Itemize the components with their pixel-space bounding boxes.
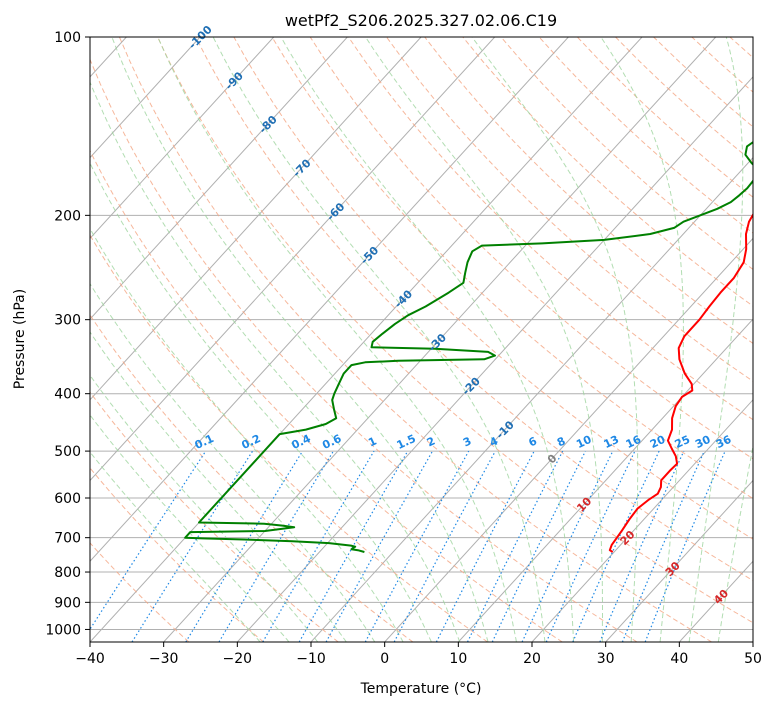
plot-frame (89, 36, 754, 643)
x-tick-label: 50 (744, 651, 762, 667)
x-axis: −40 −30 −20 −10 0 10 20 30 40 50 (75, 642, 762, 667)
dry-adiabat (195, 37, 753, 582)
moist-adiabat (90, 162, 432, 642)
dry-adiabat (386, 37, 753, 382)
dry-adiabat (118, 37, 712, 642)
mixing-ratio-label: 36 (714, 433, 734, 451)
dry-adiabat (233, 37, 753, 540)
y-axis-title: Pressure (hPa) (12, 289, 28, 389)
isotherm-line (90, 37, 422, 401)
y-tick-label: 900 (54, 595, 81, 611)
y-axis: 100 200 300 400 500 600 700 800 900 1000 (45, 30, 90, 638)
y-tick-label: 500 (54, 444, 81, 460)
dry-adiabat (90, 149, 563, 642)
x-tick-label: 0 (380, 651, 389, 667)
mixing-ratio-label: 13 (602, 433, 621, 451)
isotherm-line (384, 237, 753, 642)
x-axis-title: Temperature (°C) (360, 681, 482, 697)
mixing-ratio-label: 25 (673, 433, 692, 451)
isotherm-line (163, 37, 717, 642)
x-tick-label: 10 (449, 651, 467, 667)
y-tick-label: 800 (54, 565, 81, 581)
isotherm-line (90, 37, 643, 642)
isotherm-line (90, 37, 275, 240)
mixing-ratio-line (325, 450, 434, 642)
mixing-ratio-line (364, 450, 470, 642)
moist-adiabat (717, 443, 753, 642)
isotherm-line (531, 399, 753, 642)
moist-adiabat (90, 451, 261, 642)
isotherm-line (236, 76, 753, 642)
isotherm-line (605, 479, 753, 642)
x-tick-label: 20 (523, 651, 541, 667)
mixing-ratio-line (393, 450, 496, 642)
moist-adiabat (90, 414, 290, 642)
moist-adiabat (471, 37, 639, 642)
moist-adiabat (365, 37, 603, 642)
mixing-ratio-line (131, 450, 254, 642)
isotherm-line (90, 37, 348, 320)
mixing-ratio-line (90, 450, 207, 631)
moist-adiabat (90, 282, 376, 642)
x-tick-label: −40 (75, 651, 105, 667)
mixing-ratio-line (644, 450, 726, 642)
dry-adiabat (90, 313, 414, 642)
dry-adiabat (424, 37, 753, 344)
isotherm-line (90, 37, 496, 482)
dry-adiabat (271, 37, 753, 500)
x-tick-label: 30 (597, 651, 615, 667)
mixing-ratio-label: 20 (648, 433, 668, 451)
y-tick-label: 600 (54, 491, 81, 507)
moist-adiabat (600, 37, 684, 642)
mixing-ratio-label: 10 (574, 433, 594, 451)
isotherm-line (90, 37, 569, 563)
mixing-ratio-line (466, 450, 564, 642)
mixing-ratio-line (185, 450, 304, 642)
y-tick-label: 300 (54, 313, 81, 329)
moist-adiabat (90, 227, 404, 642)
moist-adiabat (212, 37, 546, 642)
x-tick-label: −30 (149, 651, 179, 667)
moist-adiabat (111, 37, 489, 642)
dry-adiabat (157, 37, 753, 624)
x-tick-label: −20 (223, 651, 253, 667)
y-tick-label: 100 (54, 30, 81, 46)
moist-adiabat (688, 37, 744, 642)
y-tick-label: 700 (54, 531, 81, 547)
dry-adiabat (309, 37, 753, 460)
isotherm-line (90, 37, 201, 159)
y-tick-label: 400 (54, 387, 81, 403)
y-tick-label: 1000 (45, 622, 81, 638)
mixing-ratio-line (621, 450, 705, 642)
x-tick-label: −10 (296, 651, 326, 667)
moist-adiabat (280, 37, 575, 642)
temperature-line (608, 212, 753, 553)
mixing-ratio-label: 16 (624, 433, 644, 451)
mixing-ratio-line (572, 450, 660, 642)
isotherm-line (457, 318, 753, 642)
moist-adiabat (90, 80, 461, 642)
moist-adiabat (157, 37, 517, 642)
x-tick-label: 40 (670, 651, 688, 667)
moist-adiabat (90, 331, 347, 642)
chart-title: wetPf2_S206.2025.327.02.06.C19 (285, 11, 557, 31)
mixing-ratio-label: 30 (693, 433, 713, 451)
y-tick-label: 200 (54, 208, 81, 224)
mixing-ratio-line (599, 450, 685, 642)
